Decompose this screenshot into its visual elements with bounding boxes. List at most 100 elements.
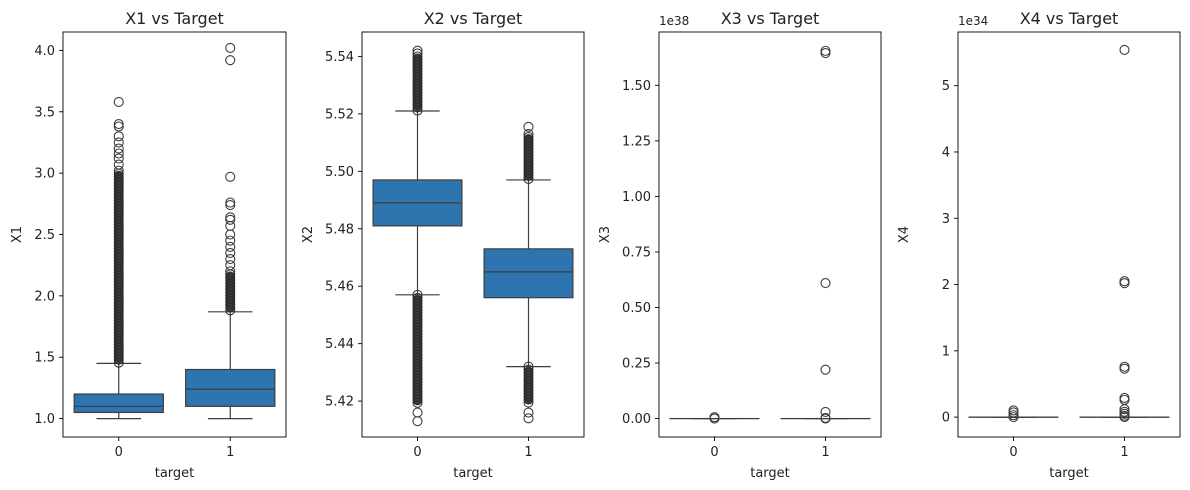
outlier-point [412, 394, 423, 405]
outlier-point [523, 407, 534, 418]
outlier-band [523, 128, 534, 184]
chart2-ytick-label: 5.44 [325, 337, 354, 352]
outlier-point [412, 407, 423, 418]
outlier-point [820, 412, 831, 423]
outlier-point [113, 153, 124, 164]
outlier-point [113, 354, 124, 365]
chart1-ytick-label: 4.0 [34, 44, 55, 59]
outlier-point [523, 167, 534, 178]
outlier-point [1119, 363, 1130, 374]
outlier-point [412, 105, 423, 116]
chart2-panel: 5.42 5.44 5.46 5.48 5.50 5.52 5.54 0 1 X2 vs Targ… [301, 9, 585, 481]
outlier-point [225, 260, 236, 271]
outlier-point [820, 277, 831, 289]
outlier-point [412, 416, 423, 427]
outlier-point [113, 148, 124, 159]
outlier-point [1119, 406, 1130, 417]
chart1-ytick-label: 1.0 [34, 412, 55, 427]
outlier-point [1119, 44, 1130, 55]
outlier-point [225, 305, 236, 316]
outlier-point [412, 99, 423, 110]
outlier-point [1008, 410, 1019, 421]
outlier-point [820, 48, 831, 59]
chart3-ytick-label: 0.75 [622, 245, 651, 260]
outlier-point [523, 391, 534, 402]
outlier-point [225, 197, 236, 208]
chart1-box-0 [73, 96, 164, 420]
outlier-point [225, 214, 236, 225]
outlier-point [225, 212, 236, 223]
outlier-band [113, 165, 124, 368]
chart2-title: X2 vs Target [424, 9, 523, 28]
outlier-point [225, 247, 236, 258]
outlier-point [820, 45, 831, 56]
outlier-point [412, 45, 423, 56]
chart3-title: X3 vs Target [721, 9, 820, 28]
chart3-panel: 0.00 0.25 0.50 0.75 1.00 1.25 1.50 0 1 X3 vs Targ… [598, 9, 882, 481]
chart1-ylabel: X1 [10, 226, 25, 243]
outlier-point [113, 137, 124, 148]
chart3-box-1 [780, 45, 871, 424]
chart3-ytick-label: 1.50 [622, 79, 651, 94]
chart4-ytick-label: 2 [942, 278, 950, 293]
chart1-xtick-label: 0 [115, 445, 123, 460]
outlier-point [1119, 394, 1130, 405]
chart3-ytick-label: 1.25 [622, 134, 651, 149]
outlier-point [225, 55, 236, 66]
outlier-point [523, 397, 534, 408]
chart2-ytick-label: 5.54 [325, 50, 354, 65]
chart4-xtick-label: 0 [1009, 445, 1017, 460]
chart4-ytick-label: 3 [942, 212, 950, 227]
chart2-ytick-label: 5.52 [325, 107, 354, 122]
outlier-point [523, 413, 534, 424]
outlier-point [412, 102, 423, 113]
outlier-point [820, 364, 831, 375]
chart3-ytick-label: 0.25 [622, 357, 651, 372]
outlier-point [523, 170, 534, 181]
outlier-point [820, 406, 831, 417]
outlier-point [113, 121, 124, 132]
chart4-ytick-label: 4 [942, 145, 950, 160]
chart3-xtick-label: 0 [710, 445, 718, 460]
chart2-ytick-label: 5.48 [325, 222, 354, 237]
chart2-xtick-label: 0 [413, 445, 421, 460]
outlier-point [225, 299, 236, 310]
outlier-point [523, 173, 534, 184]
outlier-point [225, 241, 236, 252]
chart4-frame [957, 31, 1181, 438]
outlier-point [225, 253, 236, 265]
outlier-point [113, 96, 124, 108]
chart3-xtick-label: 1 [821, 445, 829, 460]
outlier-point [113, 351, 124, 362]
chart4-box-0 [968, 405, 1059, 423]
chart4-box-1 [1079, 44, 1170, 423]
outlier-band [523, 361, 534, 408]
chart3-frame [658, 31, 882, 438]
chart3-box-0 [669, 412, 760, 424]
chart4-ytick-label: 0 [942, 411, 950, 426]
iqr-box [483, 248, 574, 299]
chart4-ylabel: X4 [897, 226, 912, 243]
outlier-band [412, 289, 423, 408]
chart3-offset-text: 1e38 [659, 14, 689, 28]
chart4-ytick-label: 5 [942, 79, 950, 94]
outlier-point [113, 357, 124, 368]
chart2-ylabel: X2 [301, 226, 316, 243]
outlier-point [523, 394, 534, 405]
outlier-point [225, 171, 236, 182]
outlier-point [225, 229, 236, 240]
outlier-point [412, 391, 423, 402]
chart1-ytick-label: 2.5 [34, 228, 55, 243]
chart2-xlabel: target [453, 466, 493, 481]
chart4-xlabel: target [1049, 466, 1089, 481]
chart1-title: X1 vs Target [125, 9, 224, 28]
outlier-point [709, 412, 720, 423]
iqr-box [73, 393, 164, 414]
chart1-xtick-label: 1 [226, 445, 234, 460]
outlier-point [225, 302, 236, 313]
chart1-ytick-label: 2.0 [34, 289, 55, 304]
chart2-ytick-label: 5.50 [325, 165, 354, 180]
outlier-point [1119, 392, 1130, 403]
chart1-ytick-label: 3.0 [34, 167, 55, 182]
